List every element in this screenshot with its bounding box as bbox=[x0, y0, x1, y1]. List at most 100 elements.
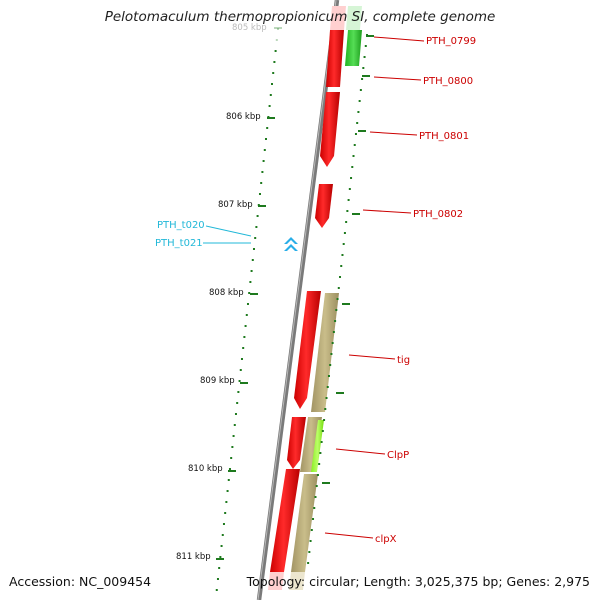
trna-PTH_t021[interactable] bbox=[284, 244, 298, 251]
ruler-minor-tick bbox=[263, 149, 266, 151]
gene-arrow-red[interactable] bbox=[326, 30, 344, 87]
gene-arrow-red[interactable] bbox=[287, 417, 306, 469]
trna-label-PTH_t021[interactable]: PTH_t021 bbox=[155, 238, 203, 249]
ruler-minor-tick bbox=[234, 413, 237, 415]
gene-label-PTH_0802[interactable]: PTH_0802 bbox=[413, 209, 463, 220]
strand-tick bbox=[314, 496, 317, 498]
strand-tick bbox=[361, 78, 364, 80]
faded-olive-gene bbox=[289, 572, 305, 590]
strand-tick bbox=[346, 210, 349, 212]
strand-tick bbox=[341, 254, 344, 256]
ruler-minor-tick bbox=[260, 182, 263, 184]
ruler-minor-tick bbox=[258, 193, 261, 195]
gene-label-tig[interactable]: tig bbox=[397, 355, 410, 366]
strand-tick bbox=[316, 474, 319, 476]
ruler-minor-tick bbox=[250, 270, 253, 272]
gene-arrow-red[interactable] bbox=[294, 291, 321, 409]
strand-major-tick bbox=[342, 303, 350, 305]
ruler-minor-tick bbox=[248, 292, 251, 294]
gene-bar-olive[interactable] bbox=[300, 417, 322, 472]
gene-arrow-green[interactable] bbox=[345, 30, 362, 66]
gene-bar-olive[interactable] bbox=[311, 293, 339, 412]
strand-tick bbox=[343, 232, 346, 234]
strand-major-tick bbox=[322, 482, 330, 484]
strand-major-tick bbox=[358, 130, 366, 132]
ruler-major-tick bbox=[274, 27, 282, 29]
gene-arrow-red[interactable] bbox=[270, 469, 300, 572]
trna-PTH_t020[interactable] bbox=[284, 237, 298, 244]
strand-tick bbox=[324, 408, 327, 410]
gene-PTH_0799[interactable] bbox=[345, 30, 362, 66]
leader-line bbox=[335, 448, 386, 455]
ruler-label-811: 811 kbp bbox=[176, 552, 211, 562]
strand-tick bbox=[340, 265, 343, 267]
strand-tick bbox=[330, 353, 333, 355]
strand-tick bbox=[352, 155, 355, 157]
ruler-minor-tick bbox=[255, 226, 258, 228]
strand-tick bbox=[320, 441, 323, 443]
ruler-major-tick bbox=[228, 470, 236, 472]
gene-arrow-red[interactable] bbox=[320, 92, 340, 167]
strand-major-tick bbox=[362, 75, 370, 77]
ruler-minor-tick bbox=[275, 39, 278, 41]
trna-label-PTH_t020[interactable]: PTH_t020 bbox=[157, 220, 205, 231]
strand-tick bbox=[363, 56, 366, 58]
strand-tick bbox=[354, 133, 357, 135]
page-title: Pelotomaculum thermopropionicum SI, comp… bbox=[104, 9, 496, 25]
ruler-major-tick bbox=[258, 205, 266, 207]
gene-tig[interactable] bbox=[294, 291, 339, 412]
gene-PTH_0801[interactable] bbox=[320, 92, 340, 167]
ruler-minor-tick bbox=[262, 160, 265, 162]
ruler-major-tick bbox=[240, 382, 248, 384]
ruler-minor-tick bbox=[221, 534, 224, 536]
strand-tick bbox=[342, 243, 345, 245]
genome-summary-text: Topology: circular; Length: 3,025,375 bp… bbox=[246, 574, 590, 589]
strand-tick bbox=[359, 89, 362, 91]
gene-label-clpX[interactable]: clpX bbox=[375, 534, 397, 545]
right-tick-column bbox=[307, 34, 374, 564]
ruler-major-tick bbox=[267, 117, 275, 119]
gene-label-ClpP[interactable]: ClpP bbox=[387, 450, 409, 461]
faded-red-gene bbox=[330, 6, 346, 30]
backbone-highlight bbox=[257, 0, 337, 601]
ruler-major-tick bbox=[216, 558, 224, 560]
ruler-minor-tick bbox=[226, 490, 229, 492]
gene-label-PTH_0801[interactable]: PTH_0801 bbox=[419, 131, 469, 142]
ruler-minor-tick bbox=[251, 259, 254, 261]
gene-ClpP[interactable] bbox=[287, 417, 324, 472]
strand-tick bbox=[357, 111, 360, 113]
gene-PTH_0802[interactable] bbox=[315, 184, 333, 228]
ruler-minor-tick bbox=[222, 523, 225, 525]
strand-tick bbox=[319, 452, 322, 454]
strand-tick bbox=[331, 342, 334, 344]
strand-tick bbox=[345, 221, 348, 223]
ruler-minor-tick bbox=[243, 336, 246, 338]
leader-line bbox=[373, 76, 422, 81]
accession-text: Accession: NC_009454 bbox=[9, 574, 152, 589]
trna-labels: PTH_t020 PTH_t021 bbox=[155, 220, 252, 249]
gene-arrow-red[interactable] bbox=[315, 184, 333, 228]
ruler-minor-tick bbox=[252, 248, 255, 250]
strand-tick bbox=[321, 430, 324, 432]
leader-line bbox=[324, 532, 374, 539]
gene-label-PTH_0799[interactable]: PTH_0799 bbox=[426, 36, 476, 47]
backbone-line bbox=[256, 0, 340, 601]
trna-chevron[interactable] bbox=[284, 237, 298, 244]
strand-tick bbox=[358, 100, 361, 102]
ruler-minor-tick bbox=[236, 402, 239, 404]
trna-chevron[interactable] bbox=[284, 244, 298, 251]
gene-bar-lime[interactable] bbox=[311, 420, 324, 472]
gene-label-PTH_0800[interactable]: PTH_0800 bbox=[423, 76, 473, 87]
gene-clpX[interactable] bbox=[270, 469, 318, 572]
gene-PTH_0800[interactable] bbox=[326, 30, 344, 87]
leader-line bbox=[362, 209, 412, 214]
ruler-minor-tick bbox=[232, 435, 235, 437]
ruler-minor-tick bbox=[240, 358, 243, 360]
ruler-minor-tick bbox=[219, 556, 222, 558]
ruler-minor-tick bbox=[231, 446, 234, 448]
strand-tick bbox=[325, 397, 328, 399]
gene-bar-olive[interactable] bbox=[291, 474, 318, 572]
ruler-minor-tick bbox=[274, 50, 277, 52]
